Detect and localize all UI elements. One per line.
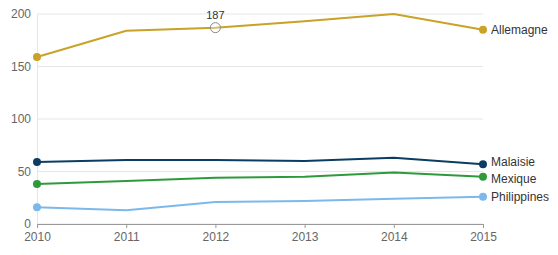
y-axis-line [37,15,38,225]
series-label: Allemagne [491,23,548,37]
y-tick-label: 150 [11,60,31,74]
x-tick-mark [215,224,216,228]
x-tick: 2015 [470,224,497,244]
y-tick-label: 50 [18,165,32,179]
x-tick-label: 2015 [470,230,497,244]
y-tick-label: 200 [11,7,31,21]
x-tick-label: 2013 [292,230,319,244]
chart: 050100150200201020112012201320142015187A… [0,0,558,255]
x-tick: 2011 [114,224,140,244]
x-axis-line [38,225,484,229]
series-label: Mexique [491,172,537,186]
y-axis: 050100150200 [11,7,38,231]
x-tick: 2010 [24,224,51,244]
x-tick-label: 2010 [24,230,51,244]
x-tick-mark [483,224,484,228]
x-tick: 2013 [292,224,319,244]
point-marker [33,53,41,61]
series-line [37,158,483,164]
point-marker [33,180,41,188]
grid-line [37,119,483,120]
annotation-label: 187 [206,9,224,21]
x-tick-label: 2014 [381,230,408,244]
x-tick-mark [126,224,127,228]
grid-line [37,66,483,67]
y-tick: 100 [11,112,37,126]
x-tick-mark [394,224,395,228]
point-marker [479,193,487,201]
y-tick: 200 [11,7,37,21]
point-marker [479,173,487,181]
y-tick: 50 [18,165,37,179]
point-marker [479,26,487,34]
x-axis: 2010 2011 2012 2013 2014 2015 [24,224,497,244]
marks [33,14,487,211]
x-tick-label: 2011 [114,230,140,244]
series-line [37,173,483,185]
y-tick-label: 100 [11,112,31,126]
y-tick: 150 [11,60,37,74]
series-line [37,197,483,211]
point-marker [33,203,41,211]
x-tick-label: 2012 [203,230,230,244]
series-label: Malaisie [491,155,535,169]
x-tick: 2014 [381,224,408,244]
series-line [37,14,483,57]
series-labels: Allemagne Malaisie Mexique Philippines [491,23,549,204]
plot-area: 050100150200201020112012201320142015187A… [11,7,549,243]
x-tick-mark [37,224,38,228]
x-tick: 2012 [203,224,230,244]
point-marker [479,160,487,168]
grid [37,14,483,224]
grid-line [37,171,483,172]
annotation-marker [210,23,220,33]
grid-line [37,14,483,15]
point-marker [33,158,41,166]
series-label: Philippines [491,190,549,204]
x-tick-mark [305,224,306,228]
